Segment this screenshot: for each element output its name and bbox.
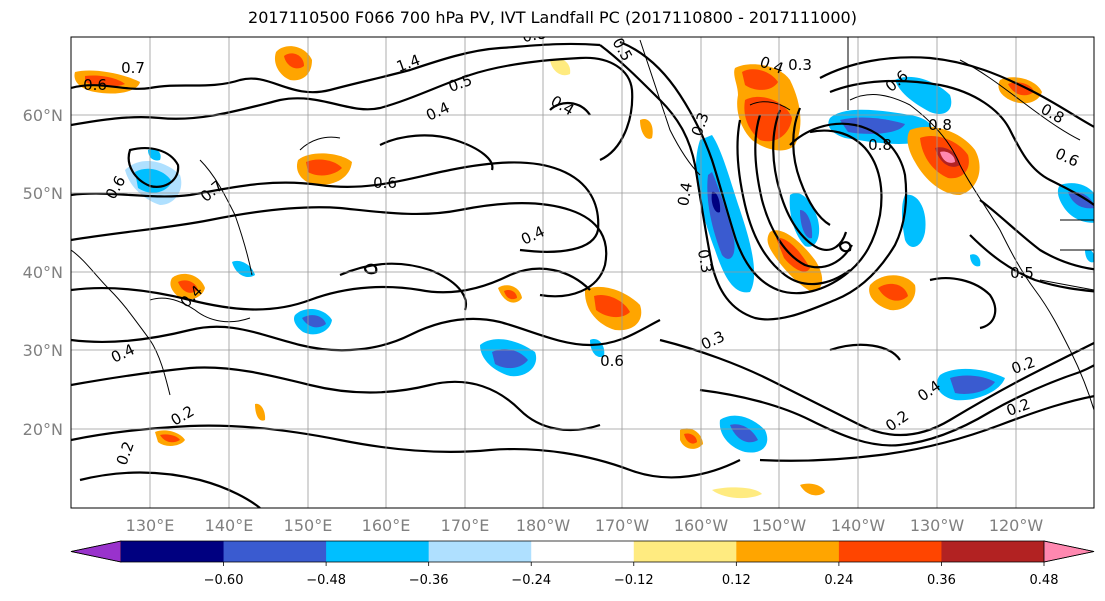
colorbar-segment: [838, 541, 942, 562]
lon-label: 150°E: [284, 516, 333, 535]
pv-contours: [71, 40, 1094, 508]
longitude-labels: 130°E 140°E 150°E 160°E 170°E 180°W 170°W 160°W…: [126, 516, 1044, 535]
map-frame: [70, 36, 1095, 509]
colorbar-segment: [531, 541, 635, 562]
lat-label: 50°N: [23, 184, 63, 203]
colorbar-tick-label: −0.12: [614, 573, 654, 588]
lat-label: 20°N: [23, 420, 63, 439]
colorbar-segment: [633, 541, 737, 562]
colorbar-tick-label: 0.48: [1030, 573, 1059, 588]
colorbar-segment: [223, 541, 327, 562]
colorbar-segment: [428, 541, 532, 562]
contour-label: 0.6: [600, 352, 624, 370]
colorbar: [70, 540, 1095, 563]
contour-label: 0.6: [373, 174, 397, 192]
lon-label: 120°W: [989, 516, 1044, 535]
contour-label: 0.5: [1010, 264, 1034, 282]
colorbar-segment: [326, 541, 430, 562]
lon-label: 170°W: [595, 516, 650, 535]
contour-label: 0.8: [928, 116, 952, 134]
lat-label: 30°N: [23, 341, 63, 360]
colorbar-outline: [70, 540, 1095, 563]
lon-label: 130°E: [126, 516, 175, 535]
lat-label: 40°N: [23, 263, 63, 282]
colorbar-tick-label: −0.36: [409, 573, 449, 588]
colorbar-tick-label: −0.24: [511, 573, 551, 588]
lon-label: 140°E: [205, 516, 254, 535]
colorbar-extend-low: [70, 540, 122, 563]
contour-label: 0.8: [521, 24, 548, 46]
lon-label: 130°W: [910, 516, 965, 535]
lon-label: 140°W: [831, 516, 886, 535]
colorbar-tick-labels: −0.60 −0.48 −0.36 −0.24 −0.12 0.12 0.24 0.36 0.4…: [204, 562, 1059, 588]
graticule: [71, 37, 1094, 508]
colorbar-tick-label: −0.60: [204, 573, 244, 588]
latitude-labels: 60°N 50°N 40°N 30°N 20°N: [23, 106, 63, 439]
colorbar-tick-label: 0.24: [824, 573, 853, 588]
contour-label: 0.6: [83, 76, 107, 94]
lon-label: 160°W: [674, 516, 729, 535]
contour-label: 0.4: [674, 181, 696, 208]
colorbar-tick-label: −0.48: [306, 573, 346, 588]
colorbar-segment: [121, 541, 225, 562]
colorbar-segment: [941, 541, 1045, 562]
lat-label: 60°N: [23, 106, 63, 125]
colorbar-tick-label: 0.12: [722, 573, 751, 588]
lon-label: 160°E: [362, 516, 411, 535]
colorbar-extend-high: [1043, 540, 1095, 563]
contour-label: 0.3: [694, 248, 716, 275]
lon-label: 180°W: [516, 516, 571, 535]
colorbar-tick-label: 0.36: [927, 573, 956, 588]
map-title: 2017110500 F066 700 hPa PV, IVT Landfall…: [248, 8, 857, 27]
contour-label: 0.7: [121, 59, 145, 77]
contour-label: 0.8: [868, 136, 892, 154]
lon-label: 170°E: [441, 516, 490, 535]
colorbar-segment: [736, 541, 840, 562]
contour-label: 0.3: [788, 56, 812, 74]
lon-label: 150°W: [752, 516, 807, 535]
